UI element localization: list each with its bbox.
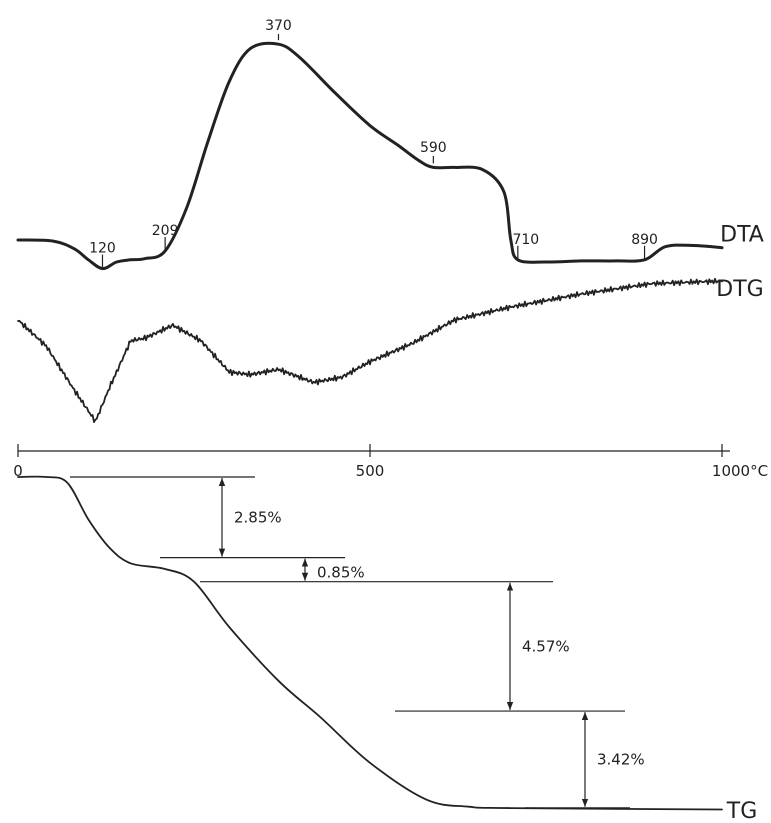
x-tick-label: 1000°C xyxy=(712,462,768,480)
dta-panel: 120 209 370 590 710 890 DTA xyxy=(18,18,764,269)
dta-peak-label: 370 xyxy=(265,18,292,34)
dta-series-label: DTA xyxy=(720,223,764,248)
tg-series-label: TG xyxy=(726,799,758,823)
tg-panel: TG 2.85% 0.85% 4.57% 3.42% xyxy=(18,477,757,823)
tg-mass-loss-label: 3.42% xyxy=(597,750,645,768)
dta-peak-label: 590 xyxy=(420,140,447,156)
dta-peak-label: 890 xyxy=(631,232,658,248)
tg-mass-loss-label: 0.85% xyxy=(317,564,365,582)
dta-curve xyxy=(18,43,722,268)
tg-mass-loss-label: 4.57% xyxy=(522,637,570,655)
dta-peak-label: 209 xyxy=(152,223,179,239)
x-tick-label: 500 xyxy=(356,462,385,480)
dtg-panel: DTG xyxy=(18,277,764,422)
tg-mass-loss-label: 2.85% xyxy=(234,508,282,526)
dtg-curve xyxy=(18,279,722,422)
temperature-axis: 0 500 1000°C xyxy=(13,444,768,480)
dta-peak-label: 710 xyxy=(512,232,539,248)
dtg-series-label: DTG xyxy=(716,277,763,302)
dta-peak-label: 120 xyxy=(89,241,116,257)
